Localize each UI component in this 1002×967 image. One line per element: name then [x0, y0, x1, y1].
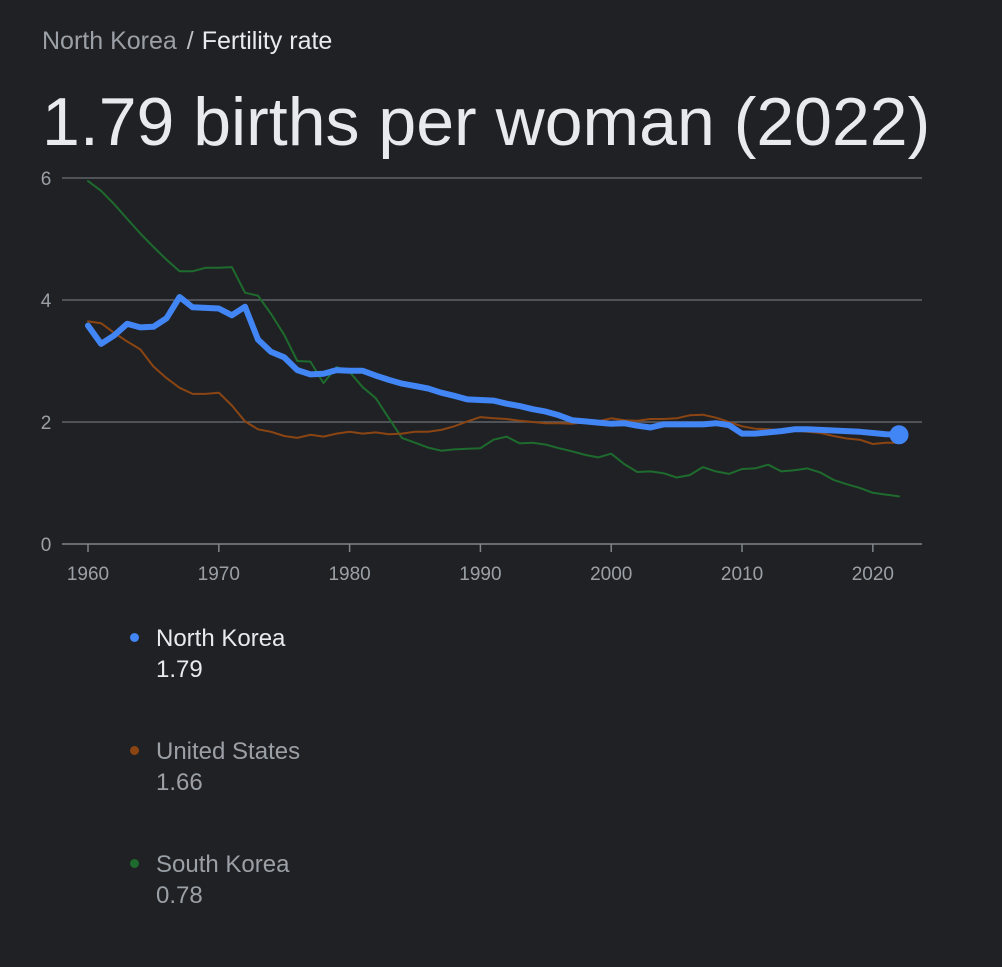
x-tick-label: 1970 [198, 564, 240, 585]
breadcrumb-separator: / [186, 27, 194, 55]
y-tick-label: 6 [41, 169, 52, 190]
series-endpoint-marker [889, 425, 909, 445]
x-tick-label: 1960 [67, 564, 109, 585]
series-line-united-states [87, 320, 900, 445]
legend-dot-icon [130, 859, 139, 868]
y-tick-label: 0 [41, 535, 52, 556]
x-tick-label: 2020 [852, 564, 894, 585]
legend-item-north-korea[interactable]: North Korea 1.79 [128, 624, 300, 737]
x-tick-label: 2010 [721, 564, 763, 585]
y-tick-label: 4 [41, 291, 52, 312]
y-tick-label: 2 [41, 413, 52, 434]
breadcrumb-current: Fertility rate [201, 27, 333, 55]
breadcrumb: North Korea / Fertility rate [42, 26, 332, 56]
chart-legend: North Korea 1.79 United States 1.66 Sout… [128, 624, 300, 963]
x-tick-label: 1980 [328, 564, 370, 585]
legend-series-name: United States [156, 738, 301, 765]
legend-series-name: North Korea [156, 625, 286, 652]
legend-dot-icon [130, 746, 139, 755]
legend-series-value: 0.78 [156, 882, 203, 909]
breadcrumb-parent-link[interactable]: North Korea [42, 27, 177, 55]
legend-series-name: South Korea [156, 851, 290, 878]
legend-item-south-korea[interactable]: South Korea 0.78 [128, 850, 300, 963]
headline-value: 1.79 births per woman (2022) [42, 84, 931, 160]
x-tick-label: 2000 [590, 564, 632, 585]
series-line-north-korea [85, 294, 902, 438]
series-line-south-korea [87, 180, 900, 498]
x-tick-label: 1990 [459, 564, 501, 585]
legend-series-value: 1.66 [156, 769, 203, 796]
legend-dot-icon [130, 633, 139, 642]
fertility-line-chart[interactable]: 0 2 4 6 1960 1970 1980 1990 2000 2010 2020 [0, 0, 1002, 620]
legend-item-united-states[interactable]: United States 1.66 [128, 737, 300, 850]
legend-series-value: 1.79 [156, 656, 203, 683]
